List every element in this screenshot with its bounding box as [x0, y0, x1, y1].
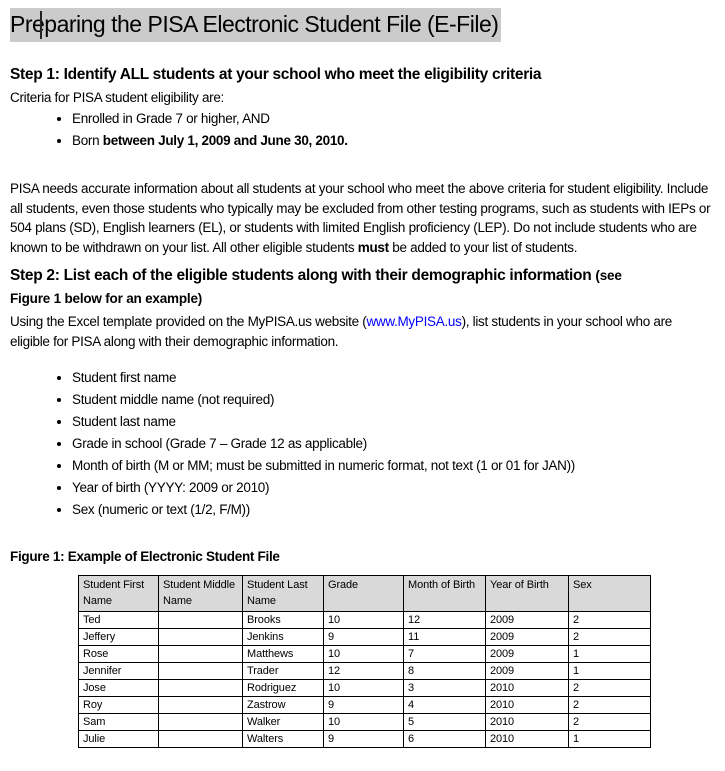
table-row: Rose Matthews 10 7 2009 1 — [78, 645, 651, 663]
table-cell: Julie — [78, 730, 159, 748]
bullet-item: Year of birth (YYYY: 2009 or 2010) — [72, 478, 715, 498]
column-header: Student First Name — [78, 575, 159, 612]
figure1-caption: Figure 1: Example of Electronic Student … — [10, 549, 280, 564]
bullet-item: Student first name — [72, 368, 715, 388]
table-cell: Matthews — [242, 645, 324, 663]
student-table-header-row: Student First Name Student Middle Name Stu… — [78, 575, 651, 612]
table-row: Ted Brooks 10 12 2009 2 — [78, 611, 651, 629]
bullet-item: Born between July 1, 2009 and June 30, 2… — [72, 131, 715, 151]
table-cell: 10 — [323, 713, 404, 731]
table-cell: Rodriguez — [242, 679, 324, 697]
bullet-item: Month of birth (M or MM; must be submitt… — [72, 456, 715, 476]
table-cell: 1 — [568, 645, 651, 663]
table-cell: Zastrow — [242, 696, 324, 714]
table-cell: 4 — [403, 696, 486, 714]
bullet-item: Enrolled in Grade 7 or higher, AND — [72, 109, 715, 129]
table-cell — [158, 611, 243, 629]
table-cell: 2 — [568, 713, 651, 731]
table-cell: Trader — [242, 662, 324, 680]
table-cell: 5 — [403, 713, 486, 731]
column-header: Year of Birth — [485, 575, 569, 612]
student-file-table: Student First Name Student Middle Name Stu… — [78, 575, 651, 748]
table-cell: 9 — [323, 628, 404, 646]
table-cell: Walters — [242, 730, 324, 748]
table-cell: 2010 — [485, 696, 569, 714]
selected-title-text: Preparing the PISA Electronic Student Fi… — [10, 8, 502, 42]
table-cell: 9 — [323, 730, 404, 748]
table-cell: 9 — [323, 696, 404, 714]
step1-paragraph: PISA needs accurate information about al… — [10, 181, 711, 255]
table-cell: Sam — [78, 713, 159, 731]
table-cell: 2 — [568, 628, 651, 646]
table-cell: 2009 — [485, 662, 569, 680]
step1-heading: Step 1: Identify ALL students at your sc… — [10, 66, 542, 83]
table-cell — [158, 628, 243, 646]
table-cell: Brooks — [242, 611, 324, 629]
bullet-item: Student last name — [72, 412, 715, 432]
step2-paragraph: Using the Excel template provided on the… — [10, 314, 672, 349]
column-header: Student Middle Name — [158, 575, 243, 612]
table-cell: Jenkins — [242, 628, 324, 646]
column-header: Month of Birth — [403, 575, 486, 612]
table-cell: 2009 — [485, 628, 569, 646]
column-header: Sex — [568, 575, 651, 612]
table-cell: 3 — [403, 679, 486, 697]
table-cell: 2 — [568, 611, 651, 629]
table-cell — [158, 713, 243, 731]
table-cell — [158, 696, 243, 714]
text-caret — [40, 11, 42, 39]
table-cell: Jennifer — [78, 662, 159, 680]
table-cell: 2009 — [485, 611, 569, 629]
table-cell — [158, 662, 243, 680]
column-header: Student Last Name — [242, 575, 324, 612]
table-cell: 10 — [323, 645, 404, 663]
table-row: Jose Rodriguez 10 3 2010 2 — [78, 679, 651, 697]
bullet-item: Sex (numeric or text (1/2, F/M)) — [72, 500, 715, 520]
table-cell: 7 — [403, 645, 486, 663]
table-cell: Ted — [78, 611, 159, 629]
table-cell: Walker — [242, 713, 324, 731]
step2-heading: Step 2: List each of the eligible studen… — [10, 267, 622, 306]
table-row: Jennifer Trader 12 8 2009 1 — [78, 662, 651, 680]
table-cell: 2010 — [485, 679, 569, 697]
table-cell: 2 — [568, 679, 651, 697]
student-table-body: Ted Brooks 10 12 2009 2 Jeffery Jenkins 9 11 2009 2… — [78, 611, 651, 748]
table-cell — [158, 679, 243, 697]
table-row: Julie Walters 9 6 2010 1 — [78, 730, 651, 748]
document-title: Preparing the PISA Electronic Student Fi… — [10, 6, 715, 42]
table-cell — [158, 645, 243, 663]
step2-bullet-list: Student first nameStudent middle name (n… — [10, 368, 715, 520]
table-cell: 12 — [323, 662, 404, 680]
column-header: Grade — [323, 575, 404, 612]
table-cell: 2 — [568, 696, 651, 714]
step1-intro: Criteria for PISA student eligibility ar… — [10, 90, 225, 105]
bullet-item: Student middle name (not required) — [72, 390, 715, 410]
table-cell: 10 — [323, 679, 404, 697]
table-cell: 10 — [323, 611, 404, 629]
table-cell: 1 — [568, 662, 651, 680]
mypisa-link[interactable]: www.MyPISA.us — [366, 314, 462, 329]
table-cell: 2010 — [485, 713, 569, 731]
table-cell: 8 — [403, 662, 486, 680]
table-cell: Roy — [78, 696, 159, 714]
table-cell: Jose — [78, 679, 159, 697]
table-cell: 6 — [403, 730, 486, 748]
table-cell: Jeffery — [78, 628, 159, 646]
table-cell: 12 — [403, 611, 486, 629]
step1-bullet-list: Enrolled in Grade 7 or higher, AND Born … — [10, 109, 715, 151]
table-cell — [158, 730, 243, 748]
table-row: Sam Walker 10 5 2010 2 — [78, 713, 651, 731]
table-cell: 11 — [403, 628, 486, 646]
bullet-item: Grade in school (Grade 7 – Grade 12 as a… — [72, 434, 715, 454]
table-cell: 1 — [568, 730, 651, 748]
table-row: Roy Zastrow 9 4 2010 2 — [78, 696, 651, 714]
table-cell: 2009 — [485, 645, 569, 663]
table-cell: 2010 — [485, 730, 569, 748]
table-cell: Rose — [78, 645, 159, 663]
table-row: Jeffery Jenkins 9 11 2009 2 — [78, 628, 651, 646]
